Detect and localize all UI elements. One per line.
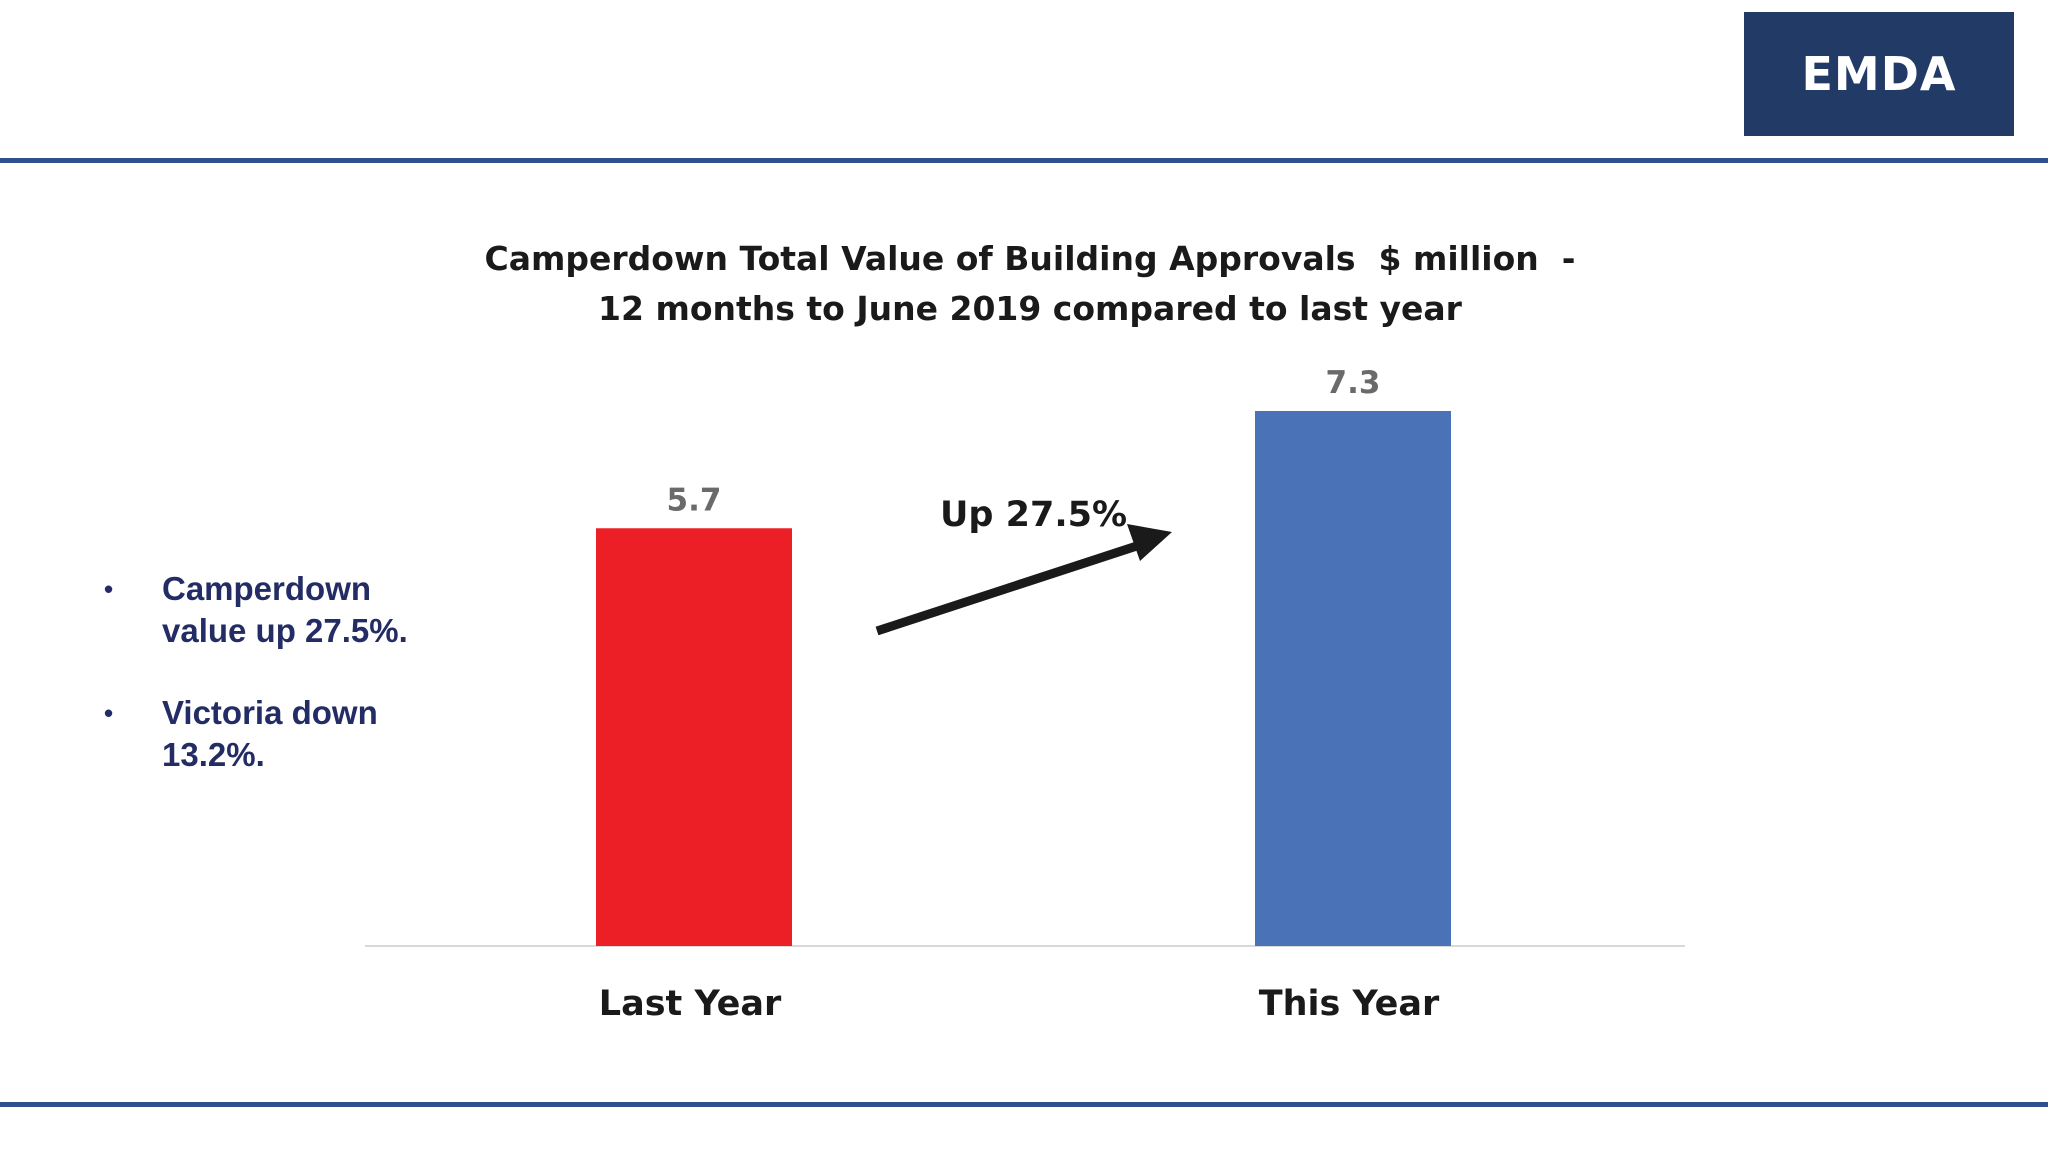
growth-annotation: Up 27.5% xyxy=(940,495,1127,535)
data-label: 7.3 xyxy=(1326,365,1381,401)
x-tick-label: Last Year xyxy=(599,984,782,1024)
key-point-victoria: Victoria down 13.2%. xyxy=(100,692,460,776)
data-label: 5.7 xyxy=(667,482,722,518)
emda-logo: EMDA xyxy=(1744,12,2014,136)
logo-text: EMDA xyxy=(1801,47,1957,101)
chart-title-line-1: Camperdown Total Value of Building Appro… xyxy=(484,239,1576,278)
chart-title: Camperdown Total Value of Building Appro… xyxy=(440,234,1620,334)
bar-last-year xyxy=(596,528,792,946)
arrow-shaft xyxy=(875,538,1148,636)
header-divider xyxy=(0,158,2048,163)
key-points-list: Camperdown value up 27.5%. Victoria down… xyxy=(100,568,460,816)
x-tick-label: This Year xyxy=(1259,984,1440,1024)
bar-this-year xyxy=(1255,411,1451,946)
chart-title-line-2: 12 months to June 2019 compared to last … xyxy=(598,289,1462,328)
key-point-camperdown: Camperdown value up 27.5%. xyxy=(100,568,460,652)
arrow-head-icon xyxy=(1127,524,1172,561)
footer-divider xyxy=(0,1102,2048,1107)
